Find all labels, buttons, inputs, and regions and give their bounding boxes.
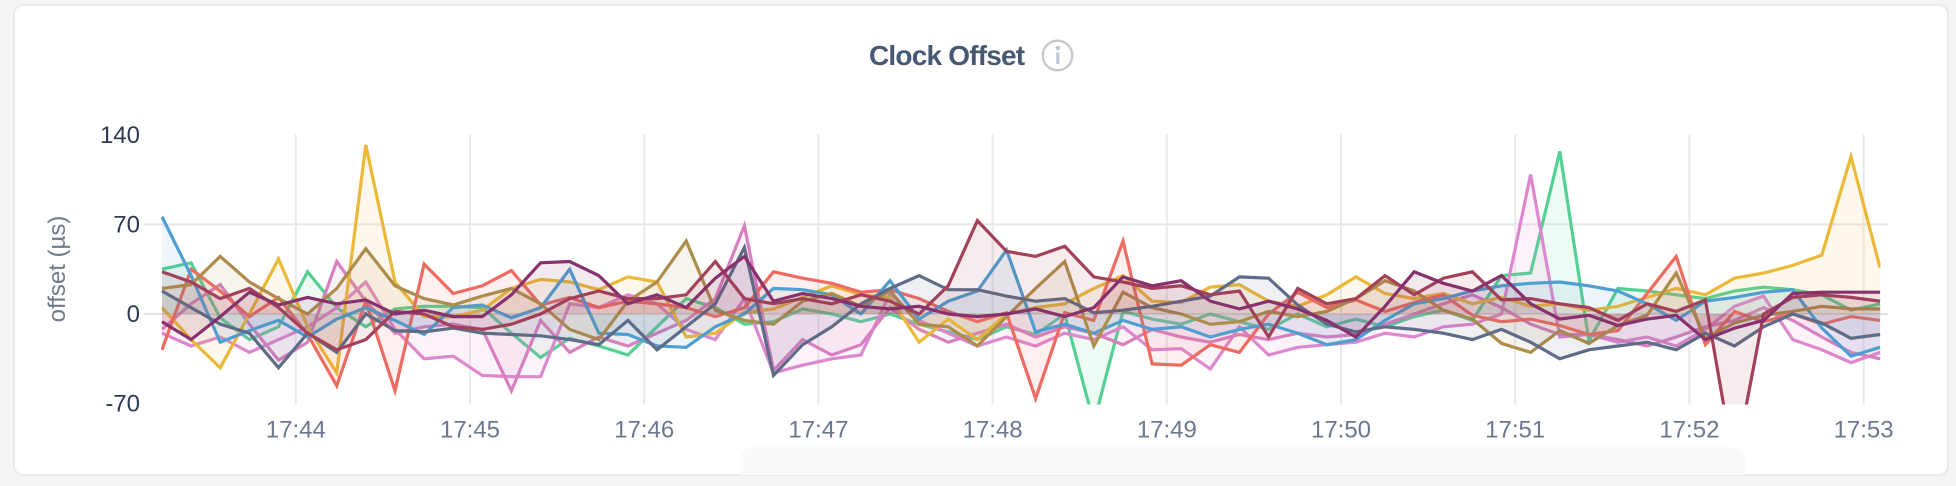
svg-text:17:49: 17:49 <box>1137 417 1197 444</box>
svg-text:17:50: 17:50 <box>1311 417 1371 444</box>
svg-text:17:46: 17:46 <box>614 417 674 444</box>
svg-text:17:47: 17:47 <box>788 417 848 444</box>
svg-text:70: 70 <box>113 211 140 238</box>
svg-text:17:45: 17:45 <box>440 417 500 444</box>
svg-text:17:52: 17:52 <box>1659 417 1719 444</box>
svg-text:17:53: 17:53 <box>1834 417 1894 444</box>
svg-text:offset (µs): offset (µs) <box>44 216 71 323</box>
svg-text:17:51: 17:51 <box>1485 417 1545 444</box>
svg-text:17:44: 17:44 <box>266 417 326 444</box>
svg-text:-70: -70 <box>105 391 140 418</box>
svg-text:140: 140 <box>100 122 140 149</box>
svg-text:17:48: 17:48 <box>963 417 1023 444</box>
svg-text:0: 0 <box>127 301 140 328</box>
